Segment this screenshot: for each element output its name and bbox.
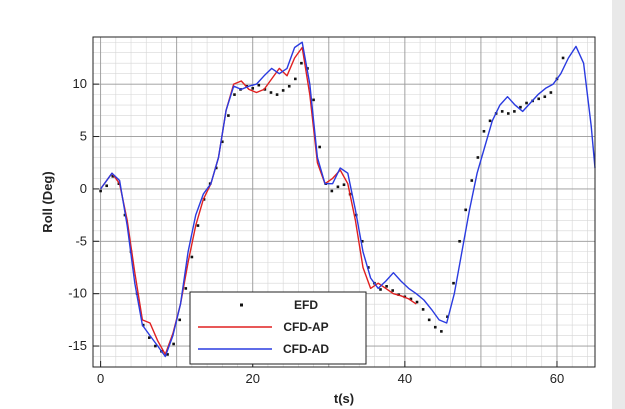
window-edge: [612, 0, 625, 409]
y-tick-label: 5: [80, 129, 87, 144]
efd-point: [300, 61, 303, 65]
efd-point: [488, 119, 492, 123]
efd-point: [336, 185, 340, 189]
efd-point: [214, 166, 218, 170]
efd-point: [537, 97, 541, 101]
efd-point: [287, 84, 291, 88]
efd-point: [227, 114, 230, 117]
y-tick-label: -10: [68, 286, 87, 301]
efd-point: [561, 56, 565, 60]
efd-point: [294, 77, 297, 81]
grid-lines: [93, 37, 595, 368]
series-line-cfd-ad: [100, 41, 596, 358]
efd-point: [360, 239, 364, 243]
efd-point: [452, 281, 455, 285]
y-tick-label: 10: [73, 76, 87, 91]
axis-ticks: 0 20 40 60 -15 -10 -5 0 5 10: [68, 76, 564, 386]
efd-point: [525, 101, 528, 105]
efd-point: [105, 184, 108, 188]
efd-point: [427, 318, 431, 322]
efd-point: [464, 208, 467, 212]
efd-point: [318, 145, 321, 149]
x-tick-label: 40: [398, 371, 412, 386]
y-tick-label: -15: [68, 338, 87, 353]
y-tick-label: 0: [80, 181, 87, 196]
efd-point: [543, 95, 547, 99]
efd-point: [178, 318, 182, 322]
efd-point: [166, 353, 169, 356]
efd-point: [506, 112, 510, 115]
efd-point: [330, 189, 334, 193]
efd-point: [513, 110, 516, 113]
x-tick-label: 20: [245, 371, 259, 386]
efd-point: [190, 255, 194, 259]
efd-point: [446, 315, 449, 319]
efd-point: [433, 325, 437, 329]
efd-point: [519, 105, 522, 109]
efd-point: [415, 300, 419, 304]
efd-point: [257, 83, 261, 87]
series-line-cfd-ap: [100, 46, 417, 356]
efd-point: [312, 98, 315, 102]
legend-label-efd: EFD: [294, 298, 318, 312]
y-tick-label: -5: [75, 233, 87, 248]
efd-point: [476, 156, 480, 159]
x-axis-title: t(s): [334, 391, 354, 406]
efd-point: [409, 297, 413, 301]
efd-point: [458, 239, 461, 243]
efd-point: [281, 89, 285, 92]
efd-point: [421, 308, 425, 311]
legend-label-cfd-ap: CFD-AP: [283, 320, 328, 334]
efd-point: [500, 110, 504, 113]
efd-point: [385, 285, 388, 288]
efd-point: [440, 330, 443, 333]
legend-label-cfd-ad: CFD-AD: [283, 342, 329, 356]
efd-point: [99, 189, 102, 193]
efd-point: [251, 87, 255, 90]
efd-point: [391, 289, 394, 292]
legend-box: [189, 291, 367, 365]
efd-point: [482, 129, 486, 133]
efd-point: [470, 179, 474, 182]
legend: EFD CFD-AP CFD-AD: [189, 291, 367, 365]
efd-point: [379, 288, 382, 291]
plot-frame: [92, 36, 596, 368]
x-tick-label: 60: [550, 371, 564, 386]
efd-point: [172, 342, 175, 346]
efd-point: [549, 91, 553, 94]
series-layer: [99, 41, 596, 358]
y-axis-title: Roll (Deg): [40, 171, 55, 232]
efd-point: [221, 140, 224, 144]
efd-point: [196, 224, 200, 227]
efd-point: [233, 93, 236, 96]
x-tick-label: 0: [97, 371, 104, 386]
efd-point: [342, 183, 346, 187]
efd-point: [147, 336, 151, 339]
efd-point: [275, 93, 279, 96]
efd-point: [184, 287, 188, 290]
legend-marker-efd: [240, 303, 243, 307]
efd-point: [111, 175, 115, 178]
efd-point: [269, 91, 273, 94]
efd-point: [367, 266, 370, 269]
efd-point: [154, 344, 157, 348]
